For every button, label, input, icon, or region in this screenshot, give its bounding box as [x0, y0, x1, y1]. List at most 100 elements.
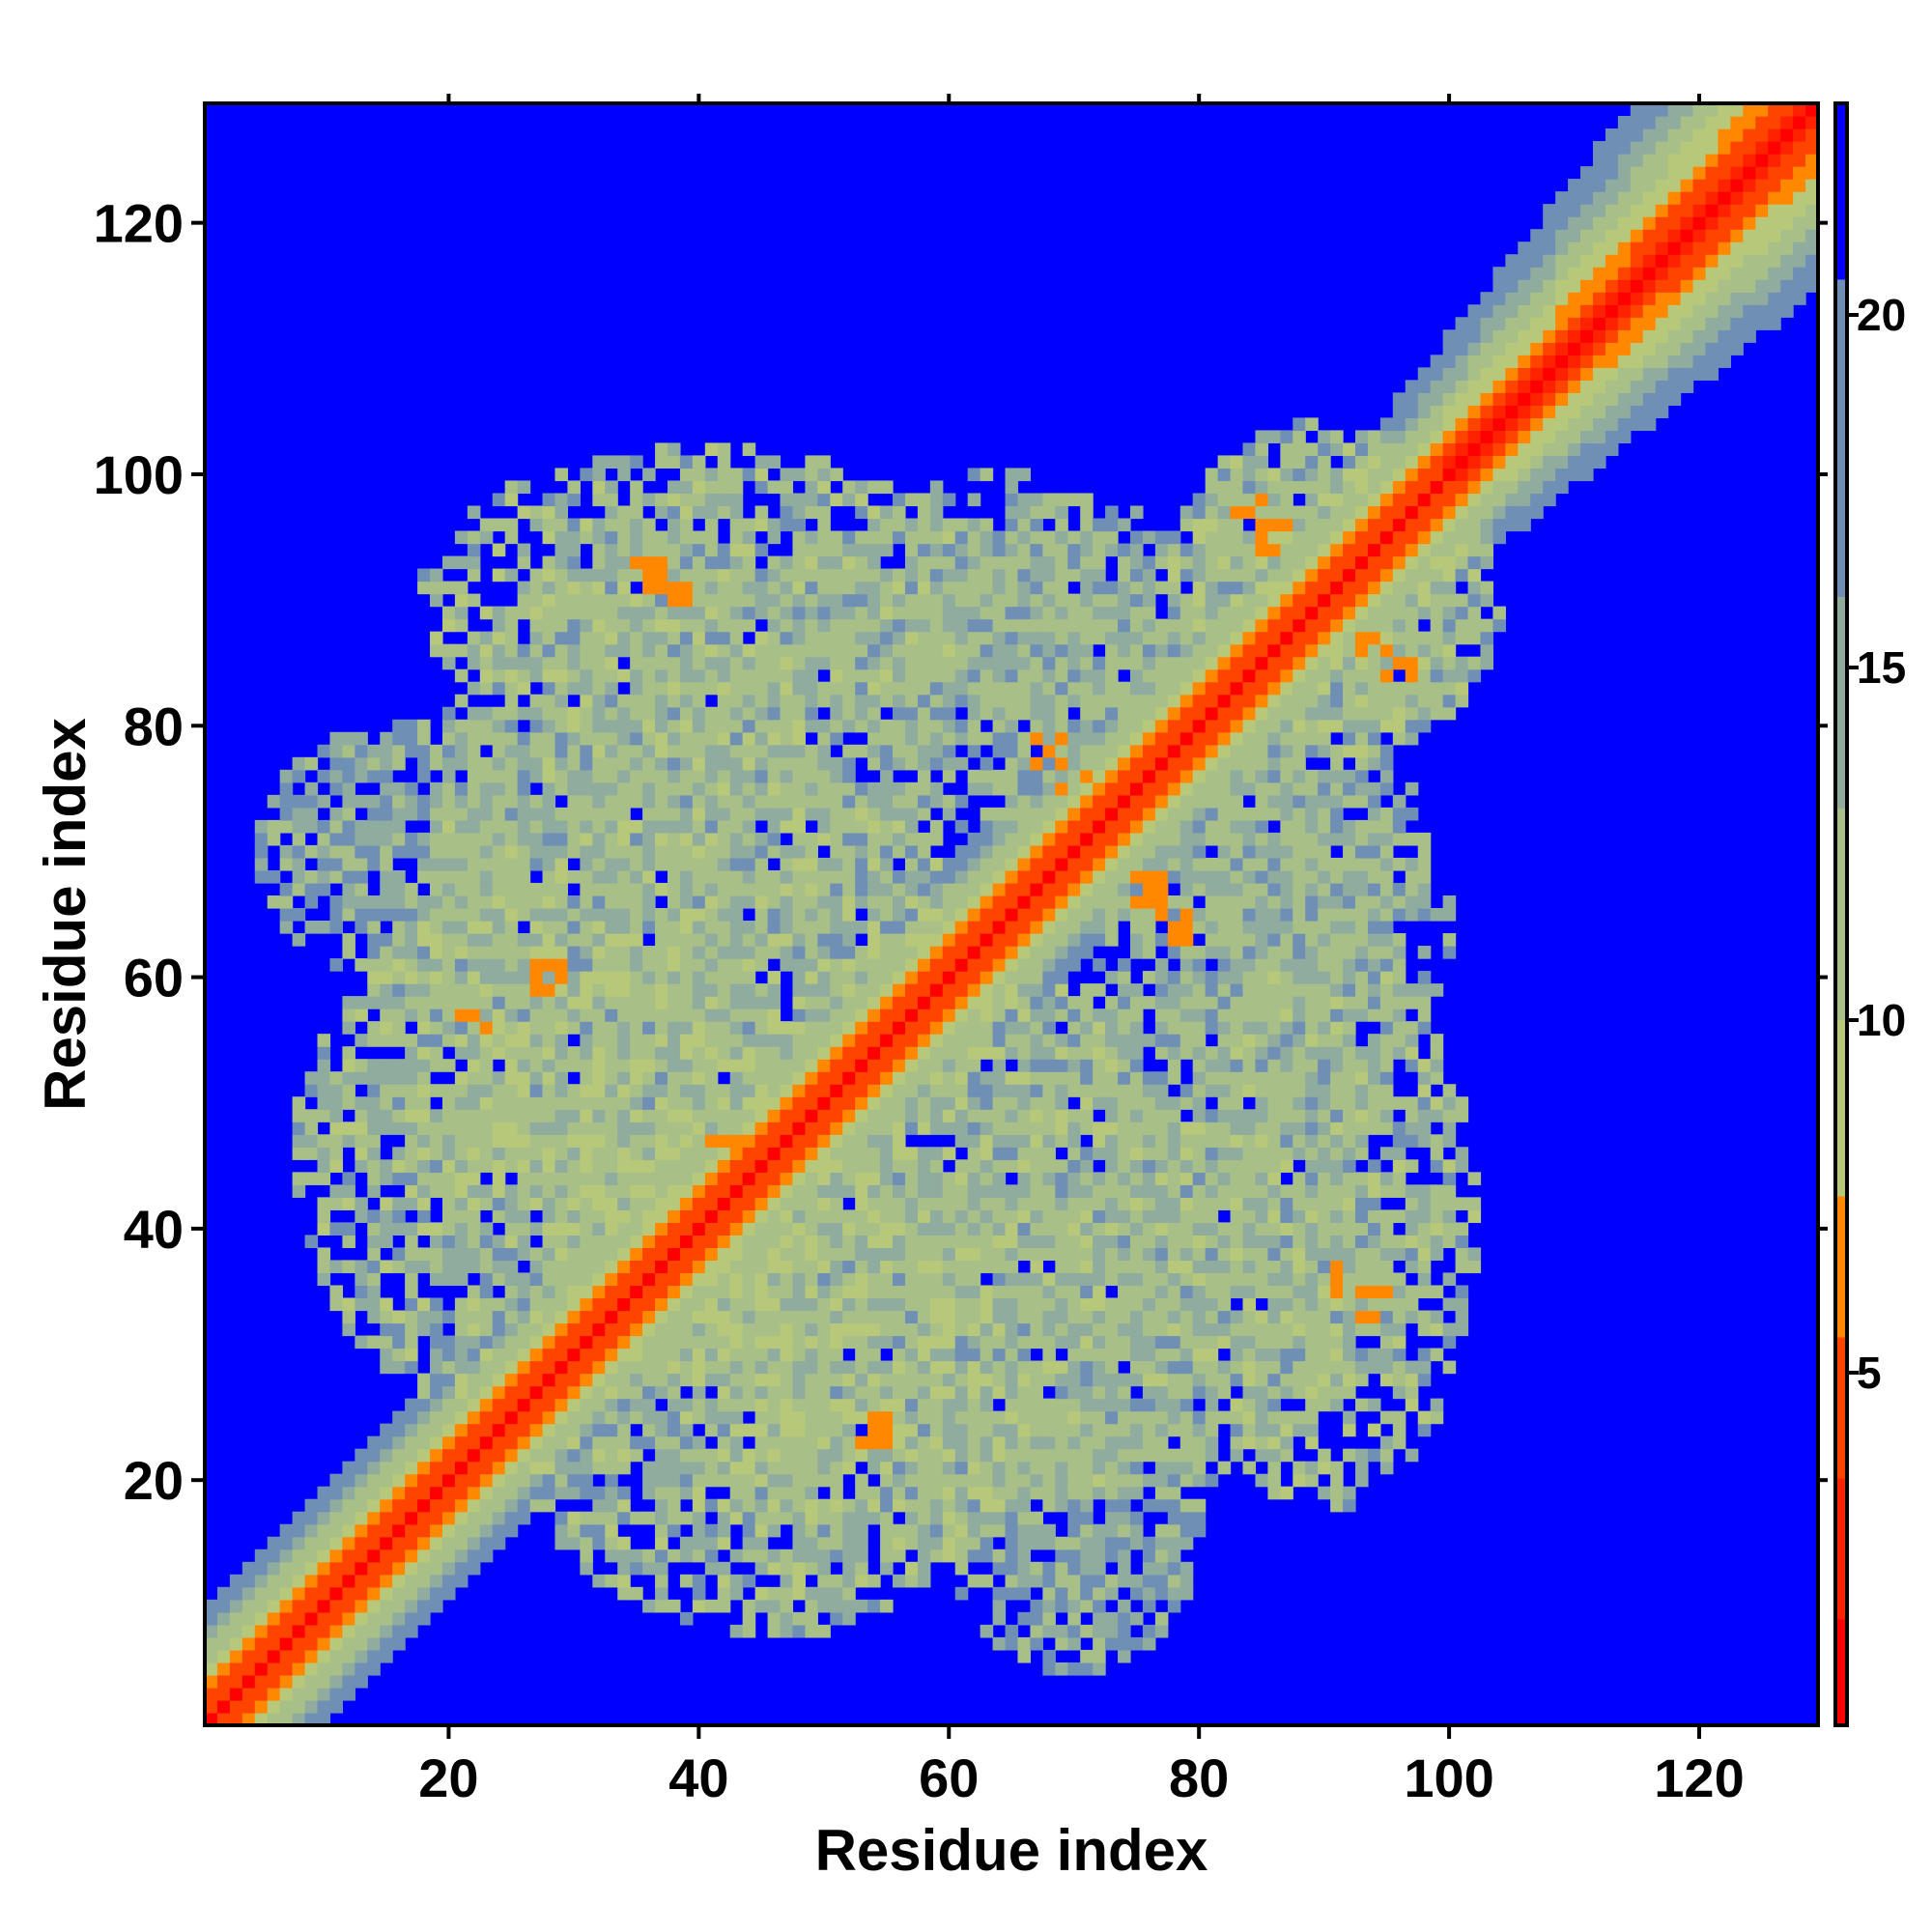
heatmap-cell [929, 781, 944, 796]
heatmap-cell [392, 744, 406, 758]
heatmap-cell [867, 581, 881, 595]
heatmap-cell [517, 819, 531, 834]
heatmap-cell [1030, 606, 1043, 620]
heatmap-cell [729, 1260, 744, 1274]
heatmap-cell [1005, 706, 1019, 721]
heatmap-cell [929, 895, 944, 909]
heatmap-cell [267, 819, 281, 834]
heatmap-cell [467, 593, 481, 608]
heatmap-cell [780, 756, 794, 771]
heatmap-cell [517, 1410, 531, 1425]
heatmap-cell [441, 1147, 456, 1160]
heatmap-cell [479, 882, 494, 896]
heatmap-cell [655, 1511, 668, 1525]
heatmap-cell [655, 1586, 668, 1601]
heatmap-cell [679, 455, 694, 469]
heatmap-cell [580, 794, 593, 809]
heatmap-cell [642, 568, 656, 582]
heatmap-cell [692, 694, 706, 708]
heatmap-cell [717, 1423, 731, 1437]
heatmap-cell [417, 1084, 431, 1097]
heatmap-cell [1030, 1109, 1043, 1122]
heatmap-cell [1017, 794, 1032, 809]
heatmap-cell [304, 882, 319, 896]
heatmap-cell [580, 568, 593, 582]
heatmap-cell [355, 756, 368, 771]
heatmap-cell [742, 1134, 756, 1148]
heatmap-cell [367, 1084, 381, 1097]
heatmap-cell [479, 946, 494, 959]
heatmap-cell [317, 1222, 331, 1236]
heatmap-cell [767, 1096, 781, 1110]
heatmap-cell [467, 1360, 481, 1375]
heatmap-cell [855, 1435, 868, 1450]
heatmap-cell [342, 857, 355, 871]
heatmap-cell [917, 543, 931, 557]
heatmap-cell [554, 1147, 569, 1160]
heatmap-cell [805, 1486, 818, 1500]
heatmap-cell [655, 857, 668, 871]
heatmap-cell [405, 1122, 418, 1135]
heatmap-cell [504, 756, 519, 771]
heatmap-cell [1005, 1385, 1019, 1400]
heatmap-cell [441, 1122, 456, 1135]
heatmap-cell [529, 1247, 544, 1262]
heatmap-cell [805, 480, 818, 495]
heatmap-cell [980, 593, 994, 608]
heatmap-cell [729, 907, 744, 922]
heatmap-cell [1042, 1071, 1056, 1085]
heatmap-cell [830, 769, 843, 783]
heatmap-cell [942, 1511, 956, 1525]
heatmap-cell [417, 832, 431, 846]
heatmap-cell [1042, 769, 1056, 783]
heatmap-cell [942, 958, 956, 972]
heatmap-cell [805, 1122, 818, 1135]
heatmap-cell [830, 832, 843, 846]
heatmap-cell [554, 1410, 569, 1425]
heatmap-cell [342, 807, 355, 821]
heatmap-cell [292, 1674, 306, 1689]
heatmap-cell [980, 1147, 994, 1160]
heatmap-cell [655, 996, 668, 1009]
heatmap-cell [342, 844, 355, 859]
heatmap-cell [467, 933, 481, 947]
heatmap-cell [542, 1096, 556, 1110]
heatmap-cell [492, 971, 506, 984]
heatmap-cell [304, 1574, 319, 1588]
heatmap-cell [479, 1473, 494, 1488]
heatmap-cell [554, 1272, 569, 1287]
heatmap-cell [842, 1084, 856, 1097]
heatmap-cell [704, 1398, 719, 1412]
heatmap-cell [867, 1046, 881, 1060]
heatmap-cell [942, 1473, 956, 1488]
heatmap-cell [893, 530, 906, 545]
heatmap-cell [430, 756, 443, 771]
heatmap-cell [504, 1461, 519, 1475]
heatmap-cell [1042, 1561, 1056, 1576]
heatmap-cell [392, 1410, 406, 1425]
heatmap-cell [467, 907, 481, 922]
heatmap-cell [630, 681, 643, 696]
heatmap-cell [642, 1197, 656, 1210]
heatmap-cell [904, 606, 919, 620]
heatmap-cell [479, 1373, 494, 1387]
heatmap-cell [830, 1134, 843, 1148]
heatmap-cell [767, 555, 781, 570]
heatmap-cell [992, 643, 1007, 658]
heatmap-cell [329, 1122, 344, 1135]
heatmap-cell [667, 1147, 681, 1160]
heatmap-cell [580, 694, 593, 708]
heatmap-cell [580, 1398, 593, 1412]
heatmap-cell [492, 543, 506, 557]
heatmap-cell [717, 568, 731, 582]
heatmap-cell [904, 781, 919, 796]
heatmap-cell [504, 983, 519, 997]
heatmap-cell [754, 857, 769, 871]
heatmap-cell [880, 1046, 894, 1060]
heatmap-cell [842, 694, 856, 708]
heatmap-cell [1042, 1624, 1056, 1638]
heatmap-cell [1055, 581, 1068, 595]
heatmap-cell [942, 1423, 956, 1437]
heatmap-cell [542, 983, 556, 997]
heatmap-cell [504, 1360, 519, 1375]
